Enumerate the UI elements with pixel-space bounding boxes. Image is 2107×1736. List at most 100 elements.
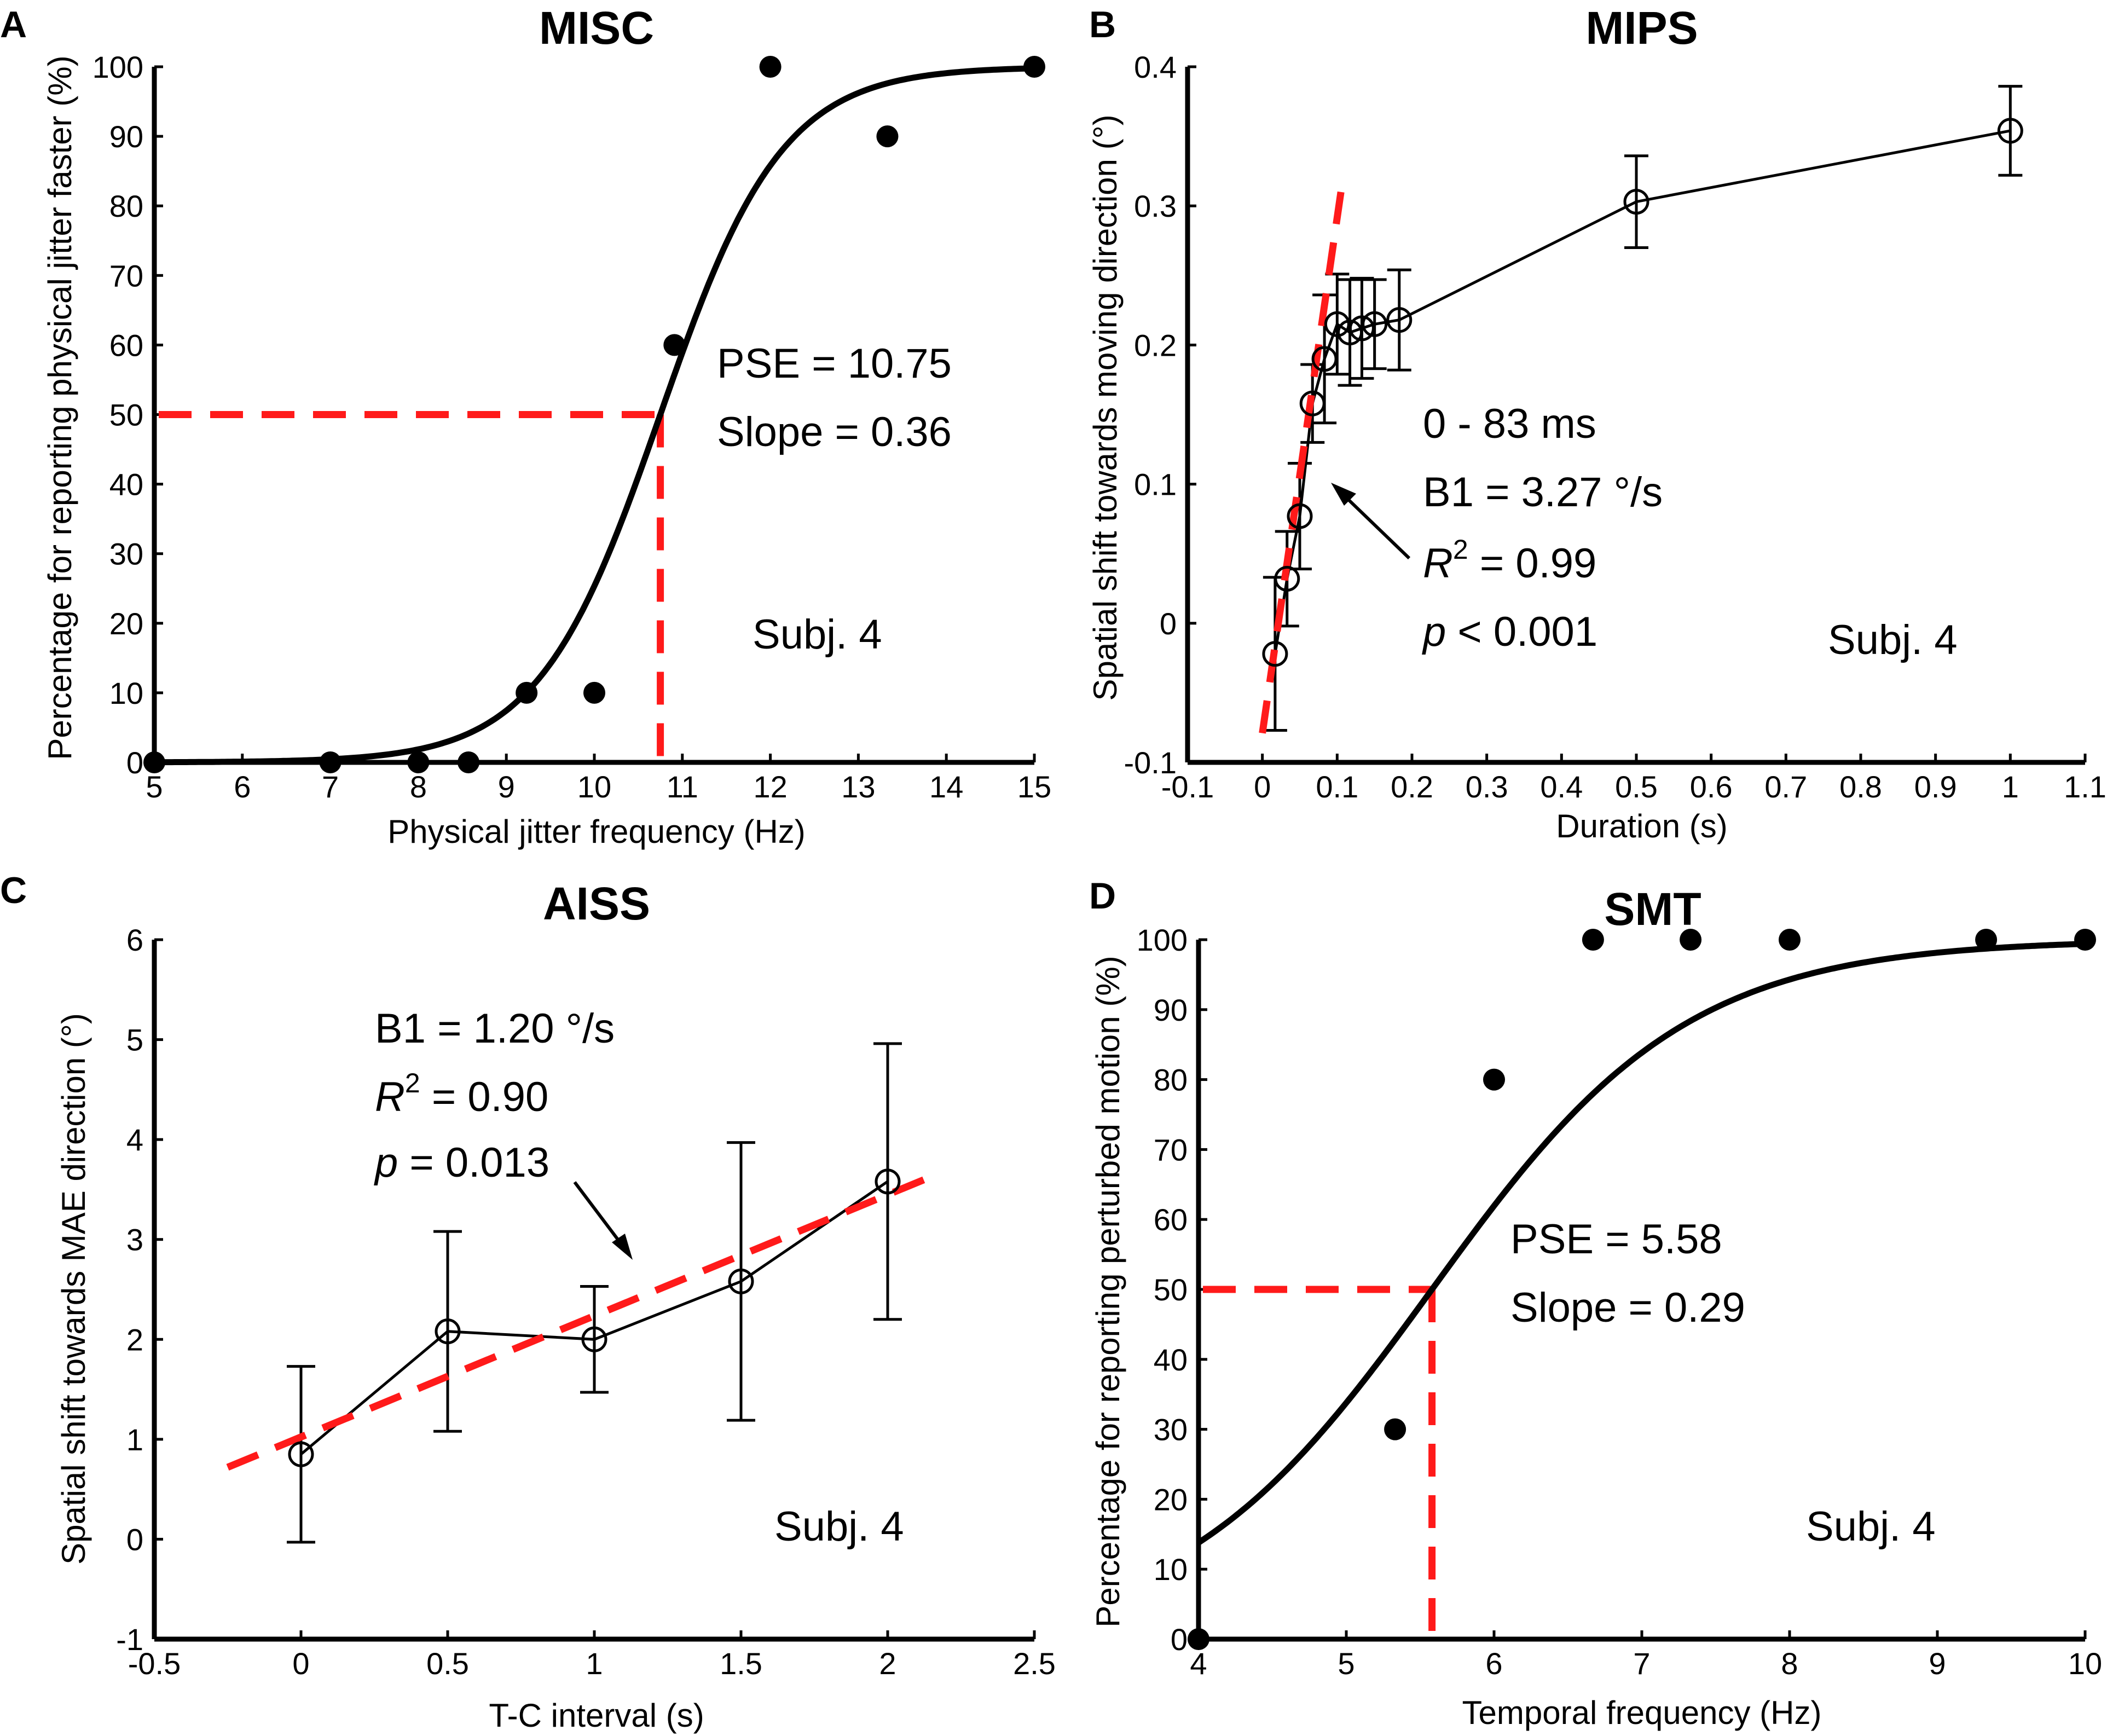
panel-b-y-axis-label: Spatial shift towards moving direction (… xyxy=(1087,114,1124,701)
panel-d-pse-annotation: PSE = 5.58 xyxy=(1510,1216,1722,1263)
panel-b-data-point xyxy=(1311,346,1338,372)
panel-c-y-axis-label: Spatial shift towards MAE direction (°) xyxy=(55,1013,92,1565)
panel-c-y-tick-label: 1 xyxy=(126,1422,143,1457)
panel-c-y-tick-label: 6 xyxy=(126,923,143,957)
panel-a: A MISC 5 6 7 8 9 10 11 12 13 14 15 0 10 20 30 40 50 60 70 8… xyxy=(0,2,1051,850)
panel-c-plot-area: -0.5 0 0.5 1 1.5 2 2.5 -1 0 1 2 3 4 5 6 xyxy=(116,923,1056,1681)
panel-a-y-tick-label: 50 xyxy=(109,398,143,432)
panel-b-y-tick-label: -0.1 xyxy=(1124,745,1177,780)
panel-b-y-tick-label: 0.2 xyxy=(1134,328,1177,362)
panel-b-x-tick-label: 0.1 xyxy=(1316,769,1358,804)
panel-b-x-tick-label: 0.9 xyxy=(1914,769,1957,804)
panel-c-annotation-arrow xyxy=(573,1181,633,1260)
panel-c-error-bar xyxy=(433,1230,462,1433)
panel-b-x-tick-label: 0.5 xyxy=(1615,769,1658,804)
panel-b-letter: B xyxy=(1089,4,1116,45)
panel-d-data-point xyxy=(1975,929,1998,951)
panel-b-x-tick-label: 0.4 xyxy=(1540,769,1583,804)
panel-d-x-tick-label: 7 xyxy=(1633,1646,1650,1681)
panel-d-title: SMT xyxy=(1604,883,1701,935)
panel-c: C AISS -0.5 0 0.5 1 1.5 2 2.5 -1 0 1 2 3 4 5 6 T-C int… xyxy=(0,870,1056,1734)
panel-d-y-axis-label: Percentage for reporting perturbed motio… xyxy=(1090,956,1126,1627)
panel-b-data-point xyxy=(1324,311,1350,337)
panel-b-data-point xyxy=(1997,118,2023,144)
panel-d-y-tick-label: 60 xyxy=(1154,1202,1188,1237)
panel-c-y-tick-label: 5 xyxy=(126,1023,143,1057)
panel-d-y-tick-label: 10 xyxy=(1154,1552,1188,1587)
panel-d-subject-label: Subj. 4 xyxy=(1806,1503,1936,1550)
panel-b-x-tick-label: 1 xyxy=(2002,769,2019,804)
panel-c-y-tick-label: -1 xyxy=(116,1622,143,1657)
panel-b-y-tick-label: 0.3 xyxy=(1134,189,1177,223)
panel-d-data-point xyxy=(1384,1418,1406,1440)
panel-a-x-tick-label: 10 xyxy=(577,769,611,804)
panel-c-y-tick-label: 4 xyxy=(126,1122,143,1157)
panel-d-slope-annotation: Slope = 0.29 xyxy=(1510,1284,1745,1331)
panel-a-x-tick-label: 9 xyxy=(498,769,515,804)
panel-a-y-tick-label: 70 xyxy=(109,258,143,293)
panel-c-x-tick-label: 0 xyxy=(292,1646,309,1681)
panel-a-data-point xyxy=(143,751,165,773)
panel-b-range-annotation: 0 - 83 ms xyxy=(1423,401,1596,447)
panel-c-fit-line xyxy=(226,1173,933,1471)
panel-b-x-tick-label: 0.6 xyxy=(1690,769,1733,804)
panel-c-r2-annotation: R2 = 0.90 xyxy=(375,1068,548,1120)
panel-d-data-point xyxy=(2074,929,2096,951)
panel-a-y-axis-label: Percentage for reporting physical jitter… xyxy=(42,55,78,760)
panel-a-y-tick-label: 0 xyxy=(126,745,143,780)
panel-a-y-tick-label: 60 xyxy=(109,328,143,362)
panel-a-y-tick-label: 10 xyxy=(109,676,143,710)
panel-b-error-bar xyxy=(1387,268,1411,372)
panel-a-data-point xyxy=(583,681,605,704)
panel-d-x-tick-label: 5 xyxy=(1338,1646,1354,1681)
panel-d-x-tick-label: 9 xyxy=(1929,1646,1946,1681)
panel-b-data-point xyxy=(1362,311,1388,337)
panel-d-y-tick-label: 70 xyxy=(1154,1132,1188,1167)
panel-b-y-tick-label: 0 xyxy=(1160,606,1177,641)
panel-b-error-bar xyxy=(1624,154,1648,249)
panel-d-data-point xyxy=(1779,929,1801,951)
panel-b-x-tick-label: 0.8 xyxy=(1839,769,1882,804)
panel-a-letter: A xyxy=(0,4,27,45)
panel-c-y-tick-label: 3 xyxy=(126,1223,143,1257)
panel-c-x-tick-label: 1.5 xyxy=(720,1646,762,1681)
panel-c-letter: C xyxy=(0,870,27,911)
panel-a-data-point xyxy=(516,681,538,704)
panel-a-y-tick-label: 90 xyxy=(109,119,143,154)
panel-b-r2-annotation: R2 = 0.99 xyxy=(1423,534,1596,587)
panel-d-x-tick-label: 6 xyxy=(1485,1646,1502,1681)
panel-c-x-tick-label: 2.5 xyxy=(1013,1646,1056,1681)
panel-d-y-tick-label: 0 xyxy=(1171,1622,1188,1657)
panel-c-x-tick-label: -0.5 xyxy=(128,1646,181,1681)
panel-d-fit-curve xyxy=(1196,941,2086,1546)
panel-b-b1-annotation: B1 = 3.27 °/s xyxy=(1423,469,1663,516)
panel-c-data-point xyxy=(435,1318,461,1345)
panel-a-x-tick-label: 12 xyxy=(753,769,787,804)
panel-b-data-point xyxy=(1287,503,1313,529)
panel-b-error-bar xyxy=(1362,278,1387,371)
panel-b-data-point xyxy=(1299,390,1325,416)
panel-a-fit-curve xyxy=(154,65,1035,766)
panel-d-y-tick-label: 30 xyxy=(1154,1413,1188,1447)
panel-b-title: MIPS xyxy=(1585,2,1698,54)
panel-d-x-axis-label: Temporal frequency (Hz) xyxy=(1462,1694,1822,1731)
panel-a-y-tick-label: 100 xyxy=(92,50,143,84)
panel-a-x-tick-label: 13 xyxy=(841,769,875,804)
panel-c-data-point xyxy=(288,1441,314,1467)
panel-c-error-bar xyxy=(727,1141,755,1422)
panel-b-subject-label: Subj. 4 xyxy=(1828,617,1958,663)
panel-d-letter: D xyxy=(1089,875,1116,917)
panel-d-x-tick-label: 8 xyxy=(1781,1646,1798,1681)
panel-c-b1-annotation: B1 = 1.20 °/s xyxy=(375,1005,615,1052)
panel-c-x-tick-label: 2 xyxy=(879,1646,896,1681)
panel-c-data-point xyxy=(581,1326,607,1352)
panel-a-data-point xyxy=(1023,56,1045,78)
panel-d-y-tick-label: 80 xyxy=(1154,1063,1188,1097)
panel-c-x-tick-label: 0.5 xyxy=(426,1646,469,1681)
panel-b-y-tick-label: 0.4 xyxy=(1134,50,1177,84)
panel-a-data-point xyxy=(458,751,480,773)
panel-c-data-point xyxy=(875,1168,901,1195)
panel-b-data-point xyxy=(1386,307,1413,333)
